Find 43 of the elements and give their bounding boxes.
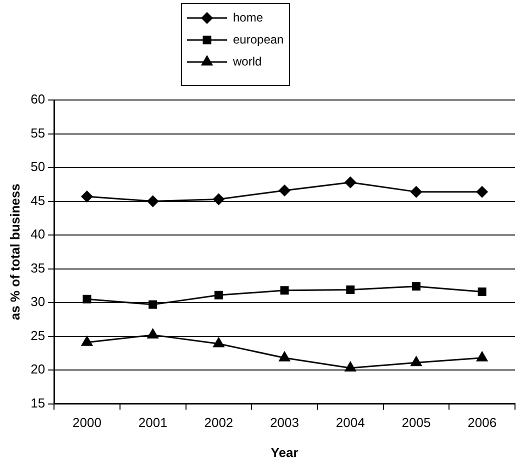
point (346, 285, 355, 294)
y-tick-label: 60 (30, 92, 46, 107)
y-axis-title: as % of total business (7, 184, 22, 320)
point (410, 356, 422, 366)
legend-label: home (233, 10, 264, 24)
point (146, 328, 159, 338)
x-tick-label: 2003 (270, 415, 299, 430)
point (146, 195, 159, 208)
point (478, 287, 486, 296)
point (212, 336, 225, 348)
point (148, 300, 158, 309)
x-tick-label: 2002 (204, 415, 234, 430)
y-tick-label: 45 (30, 192, 46, 208)
x-tick-label: 2001 (138, 415, 168, 430)
point (214, 290, 223, 300)
point (476, 186, 488, 198)
y-tick-label: 50 (30, 159, 46, 174)
point (280, 286, 289, 295)
x-tick-label: 2000 (72, 415, 102, 430)
y-tick-label: 25 (30, 328, 46, 343)
x-tick-label: 2006 (468, 415, 497, 430)
point (212, 193, 225, 206)
point (278, 184, 291, 196)
y-tick-label: 35 (30, 260, 46, 276)
point (82, 294, 92, 304)
y-tick-label: 40 (30, 226, 46, 242)
y-tick-label: 20 (30, 362, 46, 377)
point (80, 190, 93, 203)
point (412, 282, 420, 291)
x-tick-label: 2005 (402, 415, 431, 430)
point (278, 350, 291, 362)
x-tick-label: 2004 (336, 415, 365, 430)
x-axis-title: Year (270, 444, 298, 460)
point (410, 186, 422, 198)
y-tick-label: 30 (30, 294, 46, 310)
point (476, 350, 488, 362)
y-tick-label: 15 (30, 395, 46, 410)
legend-label: european (233, 32, 284, 46)
y-tick-label: 55 (30, 125, 46, 140)
point (344, 361, 356, 372)
legend-label: world (232, 54, 262, 68)
point (344, 176, 356, 188)
point (80, 335, 94, 346)
